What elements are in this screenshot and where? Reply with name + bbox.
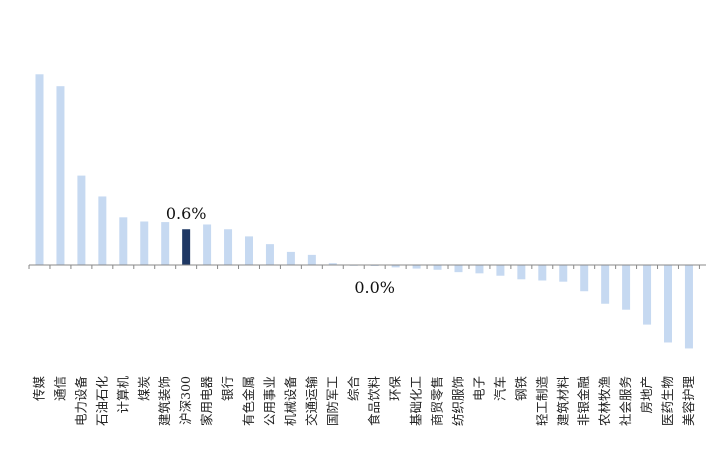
bar-建筑材料 <box>559 265 568 282</box>
bar-商贸零售 <box>433 265 442 270</box>
category-label-机械设备: 机械设备 <box>283 376 298 427</box>
category-label-公用事业: 公用事业 <box>262 376 277 426</box>
bar-通信 <box>56 86 65 265</box>
category-label-综合: 综合 <box>346 376 361 402</box>
category-label-传媒: 传媒 <box>32 376 47 402</box>
bar-机械设备 <box>286 251 295 265</box>
category-label-国防军工: 国防军工 <box>325 376 340 426</box>
category-label-石油石化: 石油石化 <box>94 376 109 427</box>
data-label-沪深300: 0.6% <box>166 204 207 223</box>
category-label-医药生物: 医药生物 <box>660 376 675 426</box>
category-label-计算机: 计算机 <box>115 376 130 414</box>
bar-传媒 <box>35 74 44 265</box>
bar-非银金融 <box>580 265 589 292</box>
bar-社会服务 <box>622 265 631 310</box>
bar-医药生物 <box>664 265 672 343</box>
category-labels-group: 传媒 通信 电力设备 石油石化 计算机 煤炭 建筑装饰 沪深300 家用电器 银行 有色金属 公用事业… <box>32 376 696 427</box>
category-label-建筑材料: 建筑材料 <box>555 376 570 427</box>
category-label-社会服务: 社会服务 <box>618 376 633 426</box>
category-label-有色金属: 有色金属 <box>241 376 256 426</box>
bar-石油石化 <box>98 196 107 265</box>
category-label-环保: 环保 <box>388 376 403 402</box>
bar-电力设备 <box>77 175 86 265</box>
bar-钢铁 <box>517 265 526 280</box>
bar-美容护理 <box>684 265 693 349</box>
bar-房地产 <box>643 265 652 325</box>
bar-电子 <box>475 265 484 274</box>
bar-公用事业 <box>265 244 274 265</box>
bar-银行 <box>224 229 233 265</box>
bar-汽车 <box>496 265 505 276</box>
bar-有色金属 <box>245 236 253 265</box>
bar-交通运输 <box>307 254 316 265</box>
category-label-沪深300: 沪深300 <box>178 376 193 425</box>
category-label-银行: 银行 <box>220 376 235 401</box>
category-label-电力设备: 电力设备 <box>73 376 88 427</box>
bar-国防军工 <box>328 263 337 265</box>
category-label-食品饮料: 食品饮料 <box>367 376 382 427</box>
data-label-食品饮料: 0.0% <box>354 278 395 297</box>
bar-基础化工 <box>412 265 421 269</box>
category-label-家用电器: 家用电器 <box>199 376 214 427</box>
category-label-基础化工: 基础化工 <box>409 376 424 426</box>
category-label-交通运输: 交通运输 <box>304 376 319 427</box>
bar-农林牧渔 <box>601 265 610 304</box>
category-label-纺织服饰: 纺织服饰 <box>451 376 466 426</box>
category-label-钢铁: 钢铁 <box>513 376 528 402</box>
category-label-农林牧渔: 农林牧渔 <box>597 376 612 426</box>
category-label-通信: 通信 <box>52 376 67 401</box>
category-label-房地产: 房地产 <box>639 376 654 414</box>
category-label-建筑装饰: 建筑装饰 <box>157 376 172 426</box>
category-label-电子: 电子 <box>471 376 486 401</box>
value-labels-group: 0.6% 0.0% <box>166 204 395 297</box>
category-label-商贸零售: 商贸零售 <box>430 376 445 426</box>
bar-环保 <box>391 265 400 268</box>
category-label-美容护理: 美容护理 <box>681 376 696 427</box>
bar-煤炭 <box>140 221 149 265</box>
category-label-轻工制造: 轻工制造 <box>534 376 549 427</box>
bar-轻工制造 <box>538 265 547 281</box>
bars-group <box>28 74 700 349</box>
bar-计算机 <box>119 217 128 265</box>
category-label-汽车: 汽车 <box>492 376 507 401</box>
bar-建筑装饰 <box>161 222 170 265</box>
category-label-煤炭: 煤炭 <box>136 376 151 401</box>
category-label-非银金融: 非银金融 <box>576 376 591 427</box>
bar-沪深300 <box>182 229 191 265</box>
bar-家用电器 <box>203 224 212 265</box>
bar-纺织服饰 <box>454 265 463 273</box>
